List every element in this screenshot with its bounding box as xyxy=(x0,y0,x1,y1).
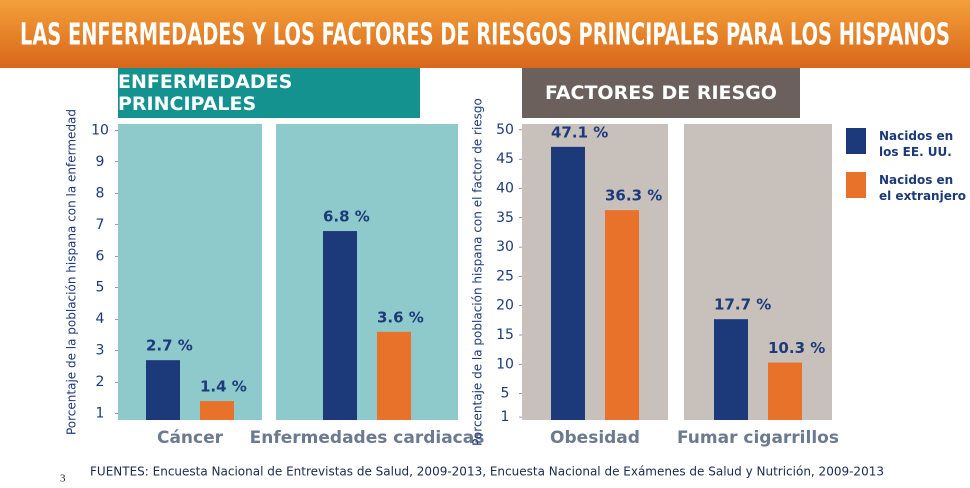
bar xyxy=(605,210,639,420)
legend-item: Nacidos en los EE. UU. xyxy=(846,128,969,160)
page-number: 3 xyxy=(60,473,66,485)
value-label: 17.7 % xyxy=(714,296,771,314)
x-tick-label: Enfermedades cardiacas xyxy=(250,428,485,448)
y-tick-label: 25 xyxy=(496,268,514,284)
y-tick-label: 35 xyxy=(496,210,514,226)
bar xyxy=(146,360,180,420)
value-label: 3.6 % xyxy=(377,308,424,326)
value-label: 2.7 % xyxy=(146,337,193,355)
y-axis-label: Porcentaje de la población hispana con e… xyxy=(471,98,485,446)
banner xyxy=(0,0,970,68)
y-tick-label: 10 xyxy=(91,122,109,138)
bar xyxy=(768,362,802,420)
bar xyxy=(323,231,357,420)
y-tick-label: 5 xyxy=(96,280,105,296)
x-tick-label: Obesidad xyxy=(550,428,640,448)
legend-item: Nacidos en el extranjero xyxy=(846,172,969,204)
x-tick-label: Cáncer xyxy=(157,428,224,448)
x-tick-label: Fumar cigarrillos xyxy=(677,428,839,448)
panel xyxy=(276,124,458,420)
bar xyxy=(200,401,234,420)
chart-title: ENFERMEDADES PRINCIPALES xyxy=(118,68,420,118)
page-title: LAS ENFERMEDADES Y LOS FACTORES DE RIESG… xyxy=(20,18,950,53)
chart-title: FACTORES DE RIESGO xyxy=(522,68,800,118)
source: FUENTES: Encuesta Nacional de Entrevista… xyxy=(90,465,884,479)
legend-label: Nacidos en los EE. UU. xyxy=(879,129,954,159)
y-tick-label: 8 xyxy=(96,185,105,201)
y-tick-label: 7 xyxy=(96,217,105,233)
y-tick-label: 20 xyxy=(496,298,514,314)
y-tick-label: 1 xyxy=(96,406,105,422)
y-tick-label: 5 xyxy=(501,386,510,402)
value-label: 6.8 % xyxy=(323,208,370,226)
y-tick-label: 1 xyxy=(501,409,510,425)
value-label: 1.4 % xyxy=(200,378,247,396)
bar xyxy=(377,331,411,420)
legend-swatch xyxy=(846,172,866,198)
legend-swatch xyxy=(846,128,866,154)
y-tick-label: 50 xyxy=(496,122,514,138)
y-axis-label: Porcentaje de la población hispana con l… xyxy=(65,109,79,435)
y-tick-label: 30 xyxy=(496,239,514,255)
y-tick-label: 2 xyxy=(96,374,105,390)
value-label: 36.3 % xyxy=(605,187,662,205)
y-tick-label: 9 xyxy=(96,154,105,170)
y-tick-label: 10 xyxy=(496,356,514,372)
value-label: 10.3 % xyxy=(768,339,825,357)
y-tick-label: 6 xyxy=(96,248,105,264)
bar xyxy=(551,146,585,420)
panel xyxy=(522,124,668,420)
y-tick-label: 4 xyxy=(96,311,105,327)
y-tick-label: 45 xyxy=(496,151,514,167)
y-tick-label: 15 xyxy=(496,327,514,343)
bar xyxy=(714,319,748,420)
value-label: 47.1 % xyxy=(551,123,608,141)
y-tick-label: 40 xyxy=(496,180,514,196)
panel xyxy=(684,124,832,420)
panel xyxy=(118,124,262,420)
legend-label: Nacidos en el extranjero xyxy=(879,173,967,203)
y-tick-label: 3 xyxy=(96,343,105,359)
